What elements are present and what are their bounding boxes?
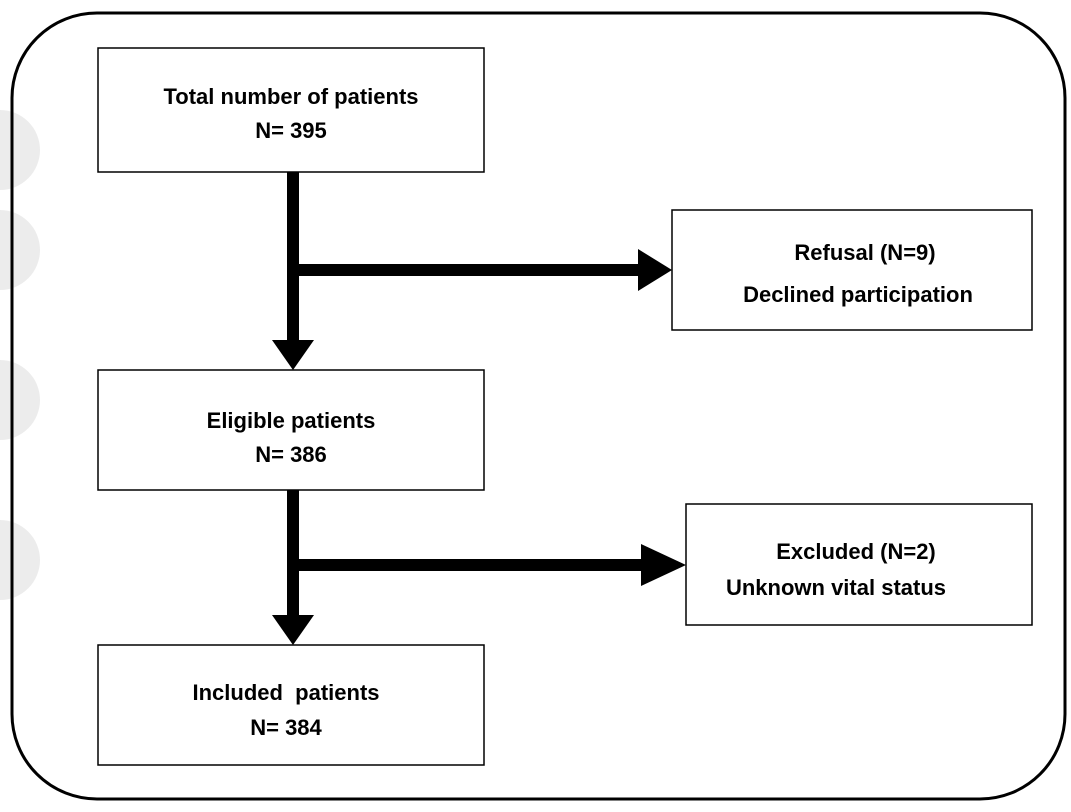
box-text: Unknown vital status xyxy=(726,575,946,600)
decoration xyxy=(0,360,40,440)
box-text: N= 384 xyxy=(250,715,322,740)
box-text: Total number of patients xyxy=(163,84,418,109)
box xyxy=(97,47,485,173)
box-text: N= 395 xyxy=(255,118,327,143)
outer-frame xyxy=(10,11,1067,801)
box-text: Declined participation xyxy=(743,282,973,307)
arrow-head xyxy=(272,615,314,645)
arrow-head xyxy=(641,544,686,586)
decoration xyxy=(0,210,40,290)
arrow-head xyxy=(638,249,672,291)
box xyxy=(97,644,485,766)
box xyxy=(671,209,1033,331)
box xyxy=(97,369,485,491)
box xyxy=(685,503,1033,626)
decoration xyxy=(0,110,40,190)
box-text: Eligible patients xyxy=(207,408,376,433)
box-text: Excluded (N=2) xyxy=(776,539,936,564)
decoration xyxy=(0,520,40,600)
box-text: Included patients xyxy=(192,680,379,705)
arrow-head xyxy=(272,340,314,370)
box-text: N= 386 xyxy=(255,442,327,467)
box-text: Refusal (N=9) xyxy=(794,240,935,265)
